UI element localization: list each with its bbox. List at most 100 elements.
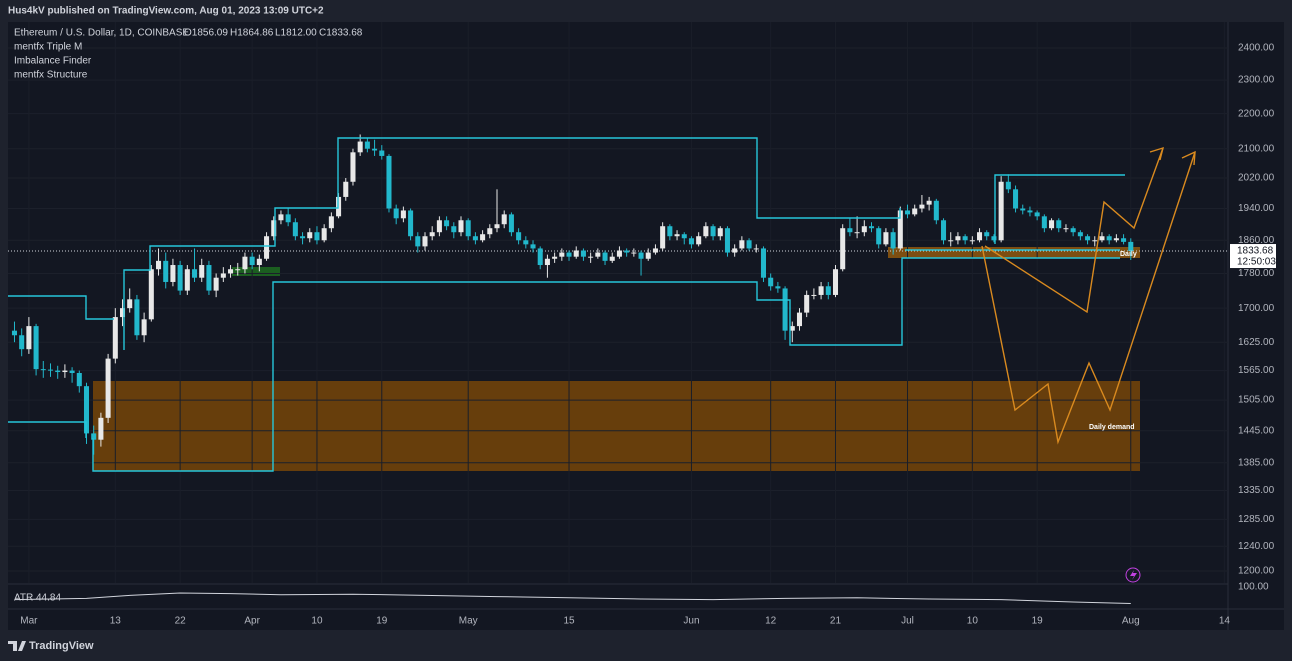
candle-body: [760, 248, 766, 278]
price-tag: [1230, 244, 1276, 269]
structure-line: [8, 295, 114, 320]
candle-body: [264, 236, 270, 259]
projection-path: [984, 147, 1164, 314]
candle-body: [710, 226, 716, 237]
zone-label: Daily demand: [1089, 424, 1135, 431]
candle-body: [717, 228, 723, 237]
candle-body: [328, 216, 334, 229]
y-tick-label: 1335.00: [1238, 485, 1275, 496]
demand-zone: [93, 381, 1140, 471]
candle-body: [616, 250, 622, 257]
candle-body: [897, 210, 903, 249]
candle-body: [47, 369, 54, 371]
candle-body: [840, 228, 846, 270]
candle-body: [768, 277, 774, 287]
candle-body: [955, 236, 961, 241]
candle-body: [883, 232, 889, 245]
candle-body: [235, 269, 241, 271]
candle-body: [364, 141, 370, 149]
candle-body: [912, 208, 918, 215]
y-tick-label: 2020.00: [1238, 173, 1275, 184]
candle-body: [163, 260, 169, 282]
candle-body: [991, 236, 997, 241]
candle-body: [782, 288, 788, 331]
candle-body: [199, 265, 205, 278]
candle-body: [984, 232, 990, 237]
y-tick-label: 1385.00: [1238, 457, 1275, 468]
candle-body: [1128, 241, 1134, 252]
candle-body: [228, 269, 234, 274]
y-tick-label: 1285.00: [1238, 514, 1275, 525]
candle-body: [278, 214, 284, 221]
structure-lines: [8, 137, 1125, 472]
daily-zone: [888, 247, 1140, 258]
candle-body: [11, 330, 18, 336]
candle-body: [451, 226, 457, 233]
structure-line: [8, 421, 87, 438]
candle-body: [321, 228, 327, 241]
y-tick-label: 1700.00: [1238, 303, 1275, 314]
y-tick-label: 1565.00: [1238, 365, 1275, 376]
x-tick-label: 13: [110, 616, 122, 627]
candle-body: [400, 210, 406, 219]
candle-body: [350, 152, 356, 182]
candle-body: [472, 236, 478, 241]
candle-body: [141, 319, 147, 336]
atr-name: ATR: [14, 593, 33, 604]
candle-body: [1056, 220, 1062, 229]
y-tick-label: 1240.00: [1238, 541, 1275, 552]
candle-body: [501, 214, 507, 225]
candle-body: [508, 214, 514, 233]
candle-body: [674, 234, 680, 237]
atr-pane: ATR 100.00 44.84: [14, 582, 1269, 605]
ohlc-low: L1812.00: [275, 28, 317, 39]
candle-body: [422, 236, 428, 247]
candle-body: [480, 234, 486, 241]
y-tick-label: 1625.00: [1238, 337, 1275, 348]
candle-body: [148, 269, 154, 320]
symbol: Ethereum / U.S. Dollar, 1D, COINBASE: [14, 28, 189, 39]
structure-line: [123, 137, 901, 350]
candle-body: [127, 299, 133, 309]
candle-body: [523, 240, 529, 245]
candle-body: [62, 370, 68, 373]
price-tag-value: 1833.68: [1237, 246, 1274, 257]
candle-body: [1121, 238, 1127, 242]
candle-body: [300, 236, 306, 239]
candle-body: [796, 312, 803, 327]
candle-body: [890, 232, 896, 249]
projection: [981, 146, 1196, 445]
alert-icon[interactable]: [1125, 567, 1141, 583]
imbalance-zone: [232, 267, 280, 276]
candle-body: [26, 326, 32, 350]
candle-body: [638, 252, 644, 259]
candle-body: [703, 226, 709, 237]
candle-body: [98, 417, 104, 440]
candle-body: [652, 248, 658, 253]
candle-body: [926, 200, 932, 205]
candle-body: [861, 226, 867, 233]
candle-body: [739, 240, 745, 249]
candle-body: [379, 150, 385, 156]
candle-body: [242, 256, 248, 270]
candle-body: [393, 208, 399, 219]
candle-body: [487, 228, 493, 235]
candle-body: [696, 236, 702, 245]
candle-body: [1041, 216, 1047, 229]
candle-body: [1013, 189, 1019, 209]
candle-body: [631, 252, 637, 254]
candle-body: [91, 433, 97, 440]
candle-body: [602, 252, 608, 261]
candle-body: [969, 240, 975, 242]
candle-body: [170, 265, 176, 282]
candle-body: [559, 252, 565, 257]
candle-body: [220, 273, 226, 278]
x-tick-label: 22: [175, 616, 187, 627]
candle-body: [537, 248, 543, 266]
x-tick-label: 10: [311, 616, 323, 627]
atr-line: [14, 592, 1131, 605]
candle-body: [314, 232, 320, 241]
candle-body: [552, 256, 558, 259]
candle-body: [408, 210, 414, 237]
